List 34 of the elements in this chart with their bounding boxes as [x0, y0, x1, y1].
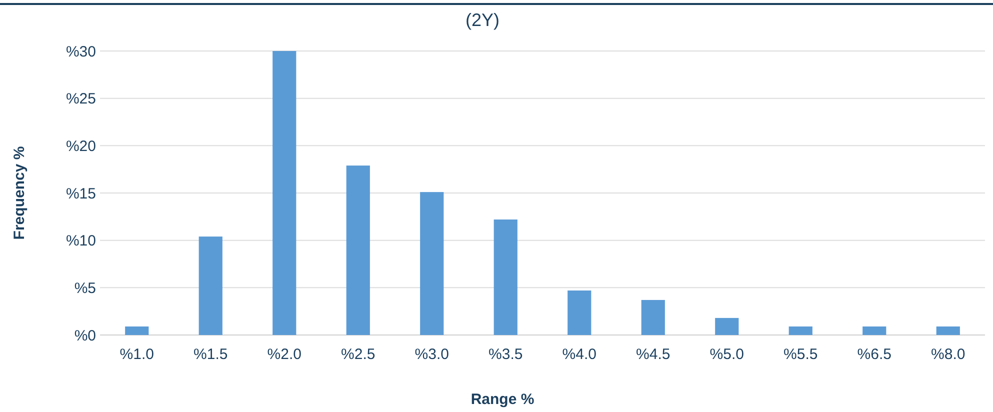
bar	[936, 326, 960, 335]
chart-title: (2Y)	[465, 10, 500, 30]
x-tick-label: %3.0	[414, 346, 449, 363]
y-tick-label: %10	[66, 232, 96, 250]
x-tick-label: %6.5	[857, 346, 892, 363]
x-tick-label: %2.0	[267, 346, 302, 363]
bar	[125, 326, 149, 335]
x-tick-label: %5.0	[710, 346, 744, 363]
y-tick-label: %30	[66, 43, 96, 60]
bar	[198, 236, 222, 335]
bar	[346, 166, 370, 335]
bar	[641, 300, 665, 335]
x-tick-label: %4.5	[636, 346, 670, 363]
bar	[420, 192, 444, 335]
x-axis-title: Range %	[470, 391, 534, 408]
bar	[862, 326, 886, 335]
bar	[788, 326, 812, 335]
bar	[568, 290, 592, 335]
bar	[494, 220, 518, 335]
y-tick-label: %15	[66, 185, 96, 202]
x-tick-label: %1.0	[120, 346, 154, 363]
bar	[715, 318, 739, 335]
bar	[272, 51, 296, 335]
x-tick-label: %3.5	[488, 346, 523, 363]
y-tick-label: %20	[66, 138, 96, 155]
x-tick-label: %5.5	[784, 346, 818, 363]
x-tick-label: %1.5	[194, 346, 228, 363]
x-tick-label: %2.5	[341, 346, 376, 363]
x-tick-label: %4.0	[562, 346, 596, 363]
y-tick-label: %5	[74, 280, 96, 297]
y-axis-title: Frequency %	[11, 146, 28, 240]
y-tick-label: %25	[66, 90, 96, 108]
y-tick-label: %0	[74, 327, 96, 344]
x-tick-label: %8.0	[931, 346, 966, 363]
